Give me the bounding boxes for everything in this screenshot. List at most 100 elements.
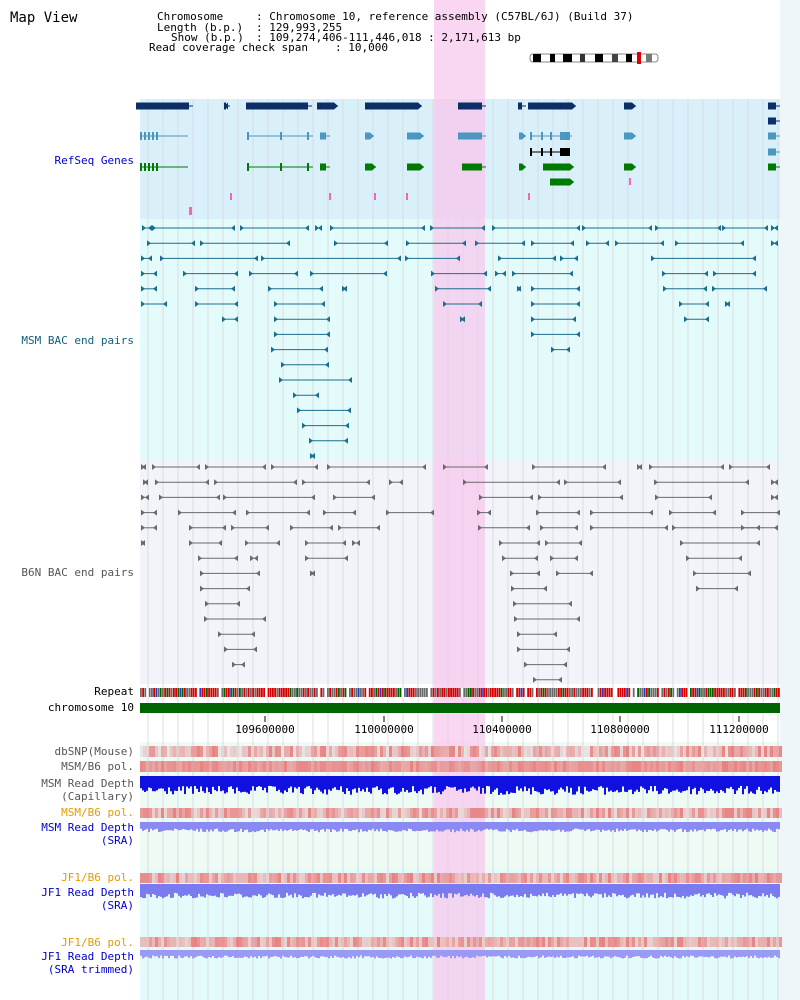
gene-feature[interactable] <box>624 163 636 171</box>
msm-bac-pair[interactable] <box>443 301 482 307</box>
gene-feature[interactable] <box>768 117 780 125</box>
msm-bac-pair[interactable] <box>240 225 309 231</box>
msm-bac-pair[interactable] <box>195 301 238 307</box>
msm-bac-pair[interactable] <box>274 331 330 338</box>
chromosome-ideogram[interactable] <box>529 52 659 64</box>
msm-bac-pair[interactable] <box>222 316 238 323</box>
msm-bac-pair[interactable] <box>142 225 152 231</box>
msm-bac-pair[interactable] <box>771 225 778 231</box>
heat-strip[interactable] <box>140 746 782 757</box>
b6n-bac-pair[interactable] <box>141 464 146 470</box>
msm-bac-pair[interactable] <box>330 225 425 231</box>
msm-bac-pair[interactable] <box>261 255 401 262</box>
msm-bac-pair[interactable] <box>475 240 525 247</box>
b6n-bac-pair[interactable] <box>590 509 653 516</box>
label-msm-b6-pol[interactable]: MSM/B6 pol. <box>61 760 134 773</box>
gene-feature[interactable] <box>624 132 636 140</box>
b6n-bac-pair[interactable] <box>189 524 226 531</box>
gene-feature[interactable] <box>246 102 312 110</box>
msm-bac-pair[interactable] <box>431 270 487 277</box>
gene-feature[interactable] <box>519 163 526 171</box>
b6n-bac-pair[interactable] <box>479 494 533 501</box>
msm-bac-pair[interactable] <box>551 346 570 353</box>
b6n-bac-pair[interactable] <box>669 509 716 516</box>
b6n-bac-pair[interactable] <box>189 540 222 546</box>
msm-bac-pair[interactable] <box>684 316 709 323</box>
heat-strip[interactable] <box>140 808 782 818</box>
heat-strip[interactable] <box>140 761 782 772</box>
label-msm-b6-pol-2[interactable]: MSM/B6 pol. <box>61 806 134 819</box>
b6n-bac-pair[interactable] <box>741 509 780 516</box>
b6n-bac-pair[interactable] <box>143 479 148 486</box>
b6n-bac-pair[interactable] <box>655 494 712 501</box>
depth-profile[interactable] <box>140 884 780 899</box>
b6n-bac-pair[interactable] <box>223 494 315 501</box>
b6n-bac-pair[interactable] <box>771 479 778 486</box>
msm-bac-pair[interactable] <box>334 240 388 247</box>
gene-feature[interactable] <box>365 163 376 171</box>
b6n-bac-pair[interactable] <box>204 616 266 622</box>
msm-bac-pair[interactable] <box>141 255 152 262</box>
refseq-genes-track[interactable] <box>136 102 780 216</box>
depth-profile[interactable] <box>140 776 780 795</box>
msm-bac-pair[interactable] <box>675 240 744 247</box>
msm-bac-pair[interactable] <box>512 270 573 277</box>
gene-feature[interactable] <box>550 178 574 186</box>
msm-bac-pair[interactable] <box>309 437 348 444</box>
msm-bac-pair[interactable] <box>712 285 767 292</box>
b6n-bac-pair[interactable] <box>686 555 742 562</box>
b6n-bac-pair[interactable] <box>224 646 257 653</box>
msm-bac-pair[interactable] <box>492 225 580 231</box>
msm-bac-pair[interactable] <box>160 255 258 262</box>
selection-highlight[interactable] <box>434 0 485 1000</box>
b6n-bac-pair[interactable] <box>533 676 562 683</box>
msm-bac-pair[interactable] <box>771 240 778 247</box>
gene-feature[interactable] <box>458 132 486 140</box>
b6n-bac-pair[interactable] <box>200 570 260 577</box>
b6n-bac-pair[interactable] <box>141 494 149 501</box>
msm-bac-pair[interactable] <box>498 255 556 262</box>
b6n-bac-pair[interactable] <box>305 555 348 562</box>
b6n-bac-pair[interactable] <box>302 479 370 486</box>
msm-bac-pair[interactable] <box>274 301 325 307</box>
gene-feature[interactable] <box>320 132 330 140</box>
gene-feature[interactable] <box>530 132 572 140</box>
b6n-bac-pair[interactable] <box>159 494 220 501</box>
b6n-bac-pair[interactable] <box>352 540 360 546</box>
b6n-bac-pair[interactable] <box>513 600 572 607</box>
b6n-bac-pair[interactable] <box>327 464 426 470</box>
msm-bac-pair[interactable] <box>679 301 709 307</box>
b6n-bac-pair[interactable] <box>232 661 245 668</box>
b6n-bac-pair[interactable] <box>246 509 310 516</box>
gene-feature[interactable] <box>768 102 780 110</box>
msm-bac-pair[interactable] <box>560 255 578 262</box>
b6n-bac-pair[interactable] <box>654 479 749 486</box>
msm-bac-pair[interactable] <box>141 285 157 292</box>
msm-bac-pair[interactable] <box>662 270 708 277</box>
depth-profile[interactable] <box>140 950 780 959</box>
label-jf1-b6-pol[interactable]: JF1/B6 pol. <box>61 871 134 884</box>
b6n-bac-pair[interactable] <box>637 464 642 470</box>
label-msm-bac[interactable]: MSM BAC end pairs <box>21 334 134 347</box>
b6n-bac-pair[interactable] <box>478 524 530 531</box>
b6n-bac-pair[interactable] <box>200 585 250 592</box>
gene-feature[interactable] <box>624 102 636 110</box>
gene-feature[interactable] <box>140 163 188 171</box>
msm-bac-pair[interactable] <box>655 225 721 231</box>
b6n-bac-pair[interactable] <box>271 464 318 470</box>
label-jf1-depth-trim-1[interactable]: JF1 Read Depth <box>41 950 134 963</box>
gene-feature[interactable] <box>768 132 780 140</box>
gene-feature[interactable] <box>365 132 374 140</box>
msm-bac-pair[interactable] <box>152 225 235 231</box>
b6n-bac-pair[interactable] <box>205 464 266 470</box>
b6n-bac-pair[interactable] <box>499 540 540 546</box>
b6n-bac-pair[interactable] <box>514 616 580 622</box>
b6n-bac-pair[interactable] <box>290 524 333 531</box>
b6n-bac-pair[interactable] <box>141 540 145 546</box>
b6n-bac-pair[interactable] <box>231 524 269 531</box>
gene-feature[interactable] <box>407 132 424 140</box>
b6n-bac-pair[interactable] <box>510 570 540 577</box>
msm-bac-pair[interactable] <box>274 316 330 323</box>
b6n-bac-pair[interactable] <box>152 464 200 470</box>
gene-feature[interactable] <box>543 163 574 171</box>
